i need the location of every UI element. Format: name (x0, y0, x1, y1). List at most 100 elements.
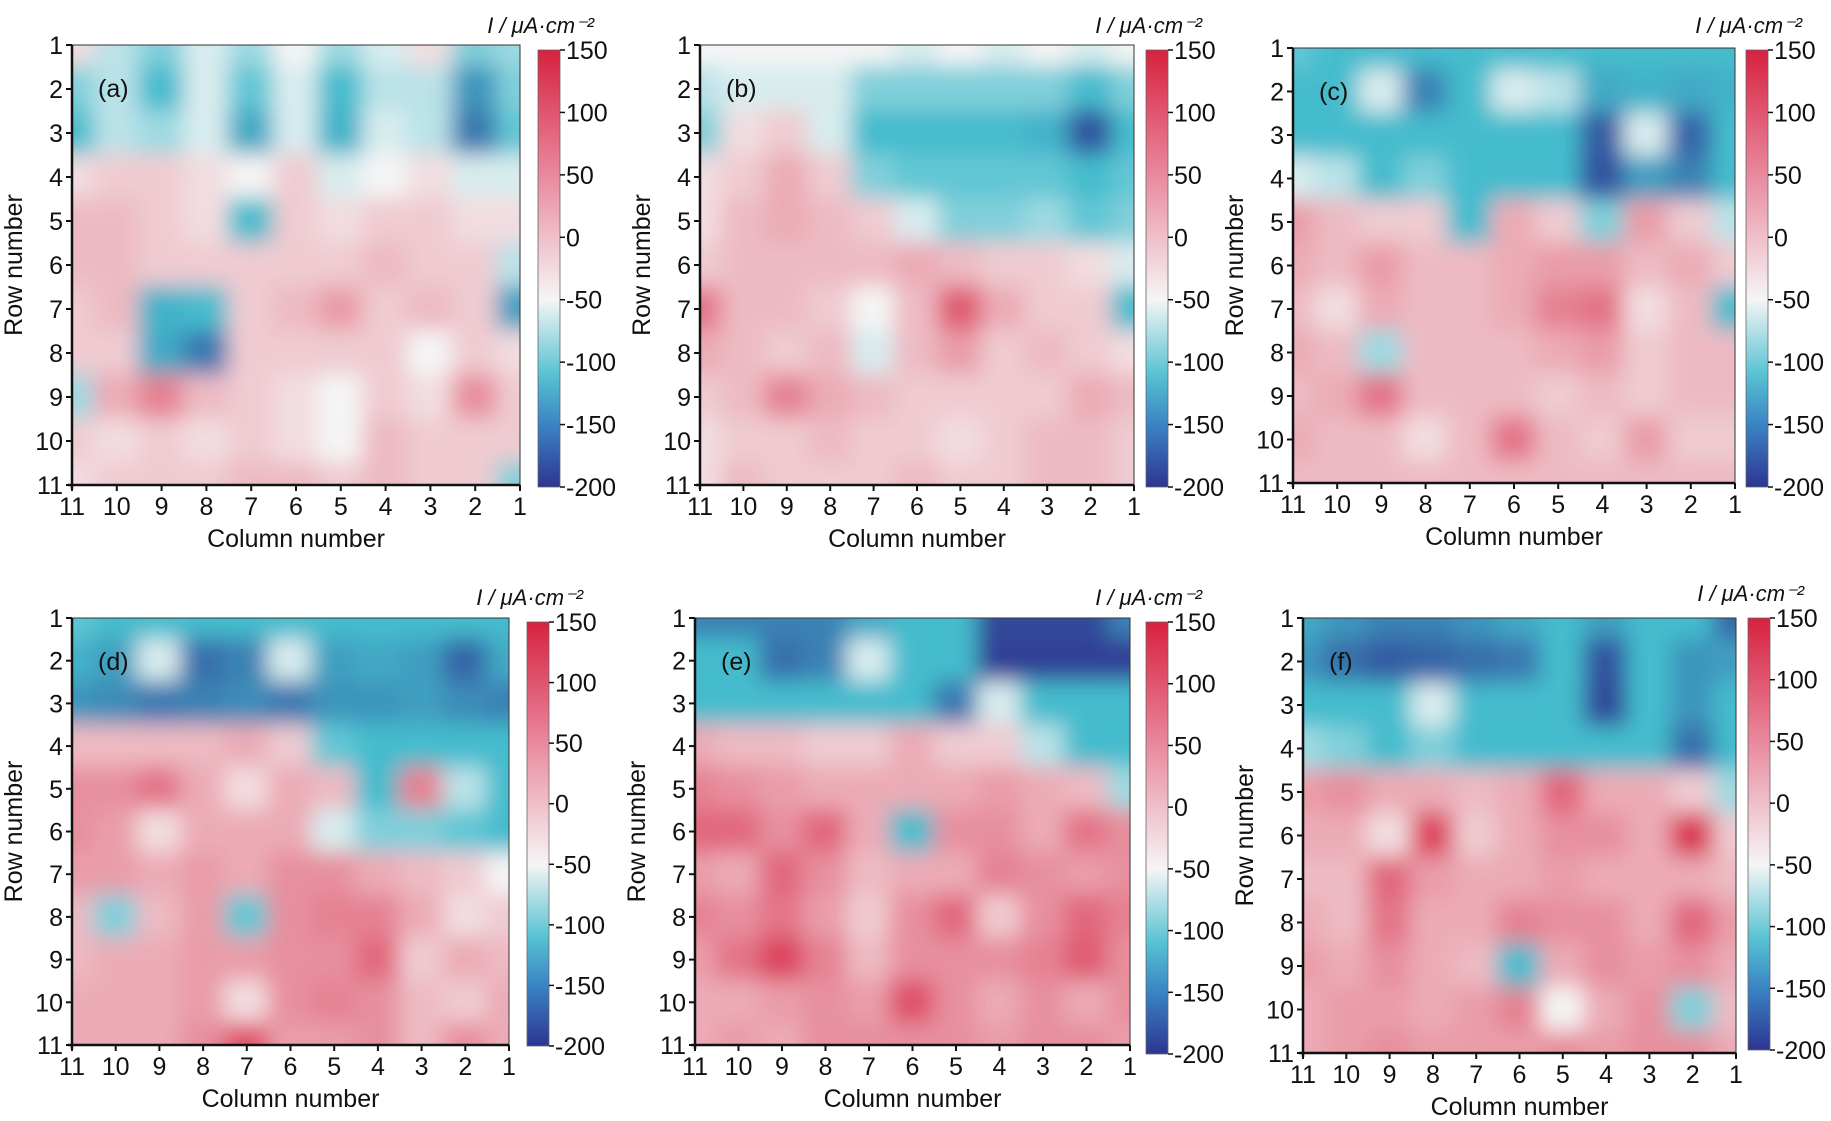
heatmap-cell (311, 723, 358, 769)
row-tick-label: 4 (49, 733, 63, 761)
heatmap-cell (1293, 373, 1317, 419)
heatmap-cell (1402, 68, 1449, 115)
heatmap-cell (1323, 638, 1369, 685)
heatmap-cell (807, 418, 853, 464)
heatmap-cell (93, 286, 141, 332)
row-tick-label: 11 (37, 472, 63, 500)
heatmap-cell (850, 110, 897, 156)
heatmap-cell (1579, 286, 1626, 332)
heatmap-cell (1670, 1030, 1716, 1053)
heatmap-cell (981, 110, 1027, 156)
heatmap-cell (715, 937, 762, 982)
row-tick-label: 8 (1280, 910, 1294, 938)
panel-label: (b) (726, 75, 757, 103)
heatmap-cell (93, 374, 141, 420)
heatmap-cell (976, 766, 1023, 812)
heatmap-cell (807, 198, 853, 244)
heatmap-cell (267, 937, 314, 982)
heatmap-cell (451, 66, 499, 112)
heatmap-cell (1067, 462, 1114, 485)
heatmap-cell (1579, 460, 1626, 483)
heatmap-cell (451, 330, 499, 376)
column-tick-label: 11 (682, 1053, 708, 1081)
heatmap-cell (1366, 856, 1413, 902)
heatmap-cell (1583, 986, 1629, 1033)
heatmap-cell (1303, 725, 1326, 772)
heatmap-cell (807, 66, 853, 112)
row-tick-label: 8 (49, 904, 63, 932)
heatmap-cell (695, 638, 718, 684)
colorbar-tick-label: -150 (1174, 412, 1224, 440)
heatmap-cell (1358, 68, 1405, 115)
column-tick-label: 6 (289, 493, 303, 521)
heatmap-cell (937, 374, 984, 420)
heatmap-cell (937, 66, 984, 112)
row-tick-label: 1 (49, 605, 63, 633)
x-axis-title: Column number (1431, 1093, 1609, 1121)
heatmap-cell (1020, 766, 1066, 812)
heatmap-cell (1063, 809, 1110, 854)
heatmap-cell (933, 723, 979, 769)
heatmap-cell (937, 418, 984, 464)
heatmap-cell (1402, 286, 1449, 332)
heatmap-cell (136, 979, 183, 1025)
heatmap-cell (355, 638, 401, 684)
row-tick-label: 5 (1280, 779, 1294, 807)
column-tick-label: 5 (953, 493, 967, 521)
heatmap-cell (451, 374, 499, 420)
heatmap-cell (311, 979, 358, 1025)
row-tick-label: 2 (1280, 649, 1294, 677)
heatmap-cell (695, 766, 718, 812)
heatmap-cell (1713, 943, 1736, 989)
heatmap-cell (442, 979, 489, 1025)
colorbar-title: I / μA·cm⁻² (1697, 581, 1804, 606)
heatmap-cell (1453, 638, 1499, 685)
heatmap-cell (407, 242, 454, 288)
heatmap-cell (764, 242, 810, 288)
heatmap-cell (802, 1022, 849, 1045)
colorbar-tick-label: 100 (566, 99, 608, 127)
heatmap-cell (272, 418, 320, 464)
heatmap-cell (1670, 986, 1716, 1033)
heatmap-cell (442, 618, 489, 641)
heatmap-cell (311, 809, 358, 854)
heatmap-cell (267, 618, 314, 641)
heatmap-cell (1020, 681, 1066, 726)
panel-label: (f) (1329, 648, 1353, 676)
heatmap-cell (1107, 937, 1130, 982)
y-axis-title: Row number (628, 194, 656, 336)
heatmap-cell (1583, 618, 1629, 641)
heatmap-cell (937, 45, 984, 68)
heatmap-cell (1446, 373, 1493, 419)
heatmap-cell (496, 286, 520, 332)
heatmap-cell (183, 242, 230, 288)
column-tick-label: 6 (284, 1053, 298, 1081)
colorbar-tick-label: -200 (1774, 474, 1824, 502)
heatmap-cell (1670, 725, 1716, 772)
heatmap-cell (1410, 682, 1456, 728)
heatmap-cell (715, 766, 762, 812)
heatmap-cell (894, 154, 940, 200)
heatmap-cell (981, 66, 1027, 112)
heatmap-cell (802, 851, 849, 897)
heatmap-cell (407, 462, 454, 485)
heatmap-cell (1540, 812, 1586, 859)
heatmap-cell (1067, 286, 1114, 332)
heatmap-cell (1540, 986, 1586, 1033)
heatmap-cell (1453, 1030, 1499, 1053)
heatmap-cell (138, 154, 185, 200)
colorbar-tick-label: -50 (1174, 287, 1210, 315)
heatmap-cell (355, 618, 401, 641)
heatmap-cell (398, 766, 445, 812)
heatmap-cell (267, 681, 314, 726)
heatmap-cell (496, 45, 520, 68)
heatmap-cell (850, 154, 897, 200)
heatmap-cell (407, 154, 454, 200)
heatmap-cell (700, 198, 723, 244)
heatmap-cell (1626, 986, 1673, 1033)
colorbar-tick-label: -150 (566, 412, 616, 440)
column-tick-label: 4 (379, 493, 393, 521)
heatmap-cell (496, 462, 520, 485)
heatmap-cell (1453, 943, 1499, 989)
colorbar-tick-label: -100 (566, 349, 616, 377)
